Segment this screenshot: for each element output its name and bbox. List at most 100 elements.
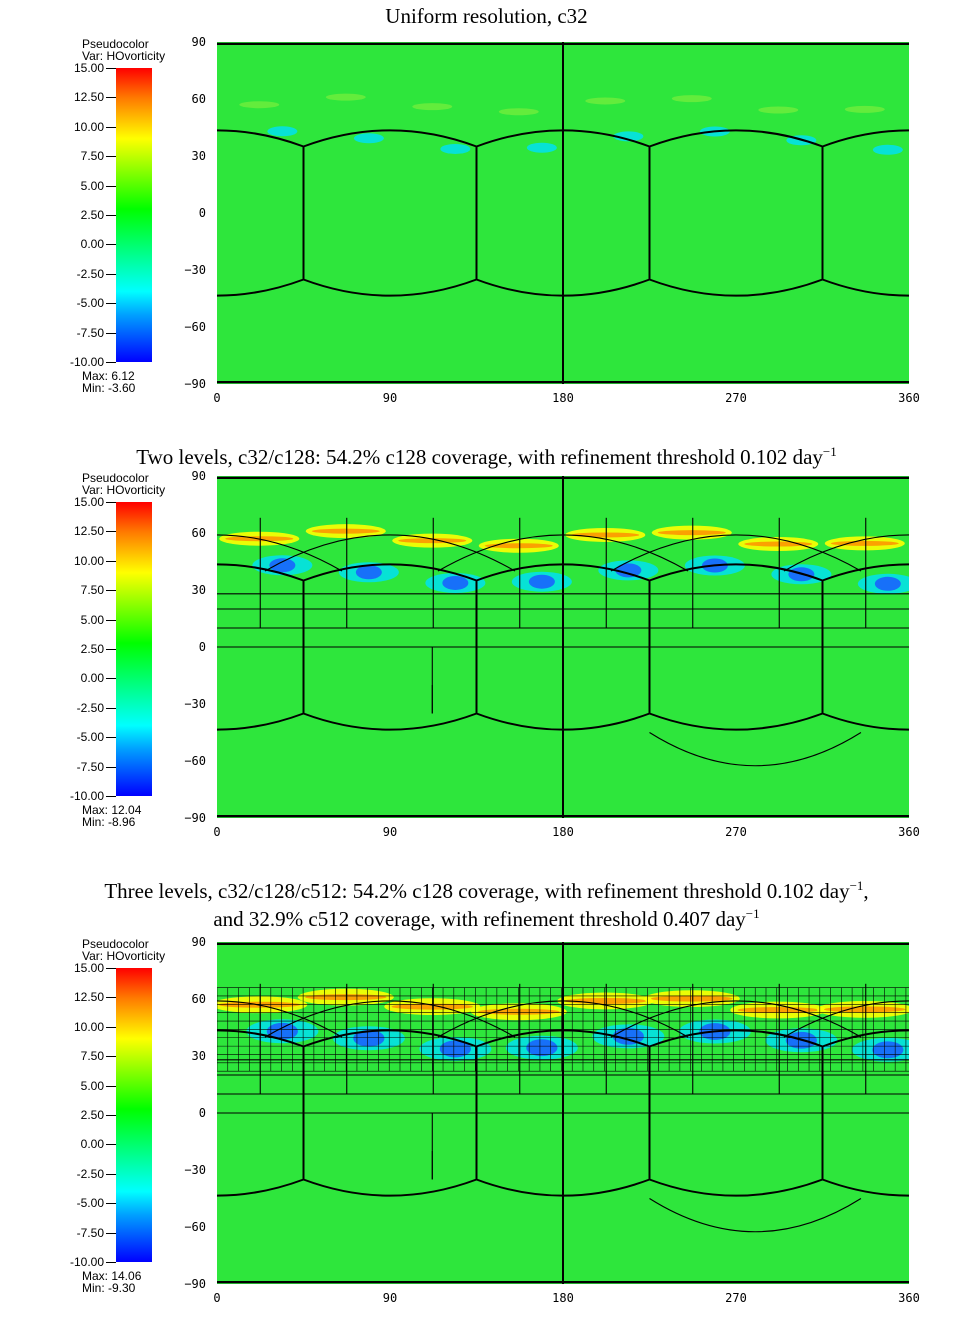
legend-tick bbox=[106, 1203, 116, 1205]
colorbar-legend: Pseudocolor Var: HOvorticity 15.00 12.50 10.… bbox=[0, 34, 185, 414]
legend-tick-label: 15.00 bbox=[73, 495, 104, 509]
legend-tick-label: 7.50 bbox=[80, 583, 104, 598]
y-tick-label: −60 bbox=[184, 320, 206, 334]
legend-variable: Var: HOvorticity bbox=[82, 949, 166, 963]
panel-3-title-line2: and 32.9% c512 coverage, with refinement… bbox=[213, 906, 760, 931]
legend-tick-label: -10.00 bbox=[69, 789, 104, 803]
legend-max: Max: 6.12 bbox=[82, 369, 135, 383]
legend-tick-label: -2.50 bbox=[76, 700, 104, 715]
panel-3: Pseudocolor Var: HOvorticity 15.00 12.50 10.… bbox=[0, 934, 973, 1334]
legend-tick-label: 12.50 bbox=[73, 524, 104, 539]
legend-tick-label: 5.00 bbox=[80, 1078, 104, 1093]
negative-vorticity-core bbox=[872, 1041, 904, 1059]
legend-tick bbox=[106, 1115, 116, 1116]
legend-tick bbox=[106, 1173, 116, 1175]
negative-vorticity-core bbox=[615, 563, 642, 578]
legend-tick-label: -7.50 bbox=[76, 1225, 104, 1240]
x-tick-label: 0 bbox=[213, 391, 221, 405]
legend-tick bbox=[106, 244, 116, 246]
panel-1: Pseudocolor Var: HOvorticity 15.00 12.50 10.… bbox=[0, 34, 973, 434]
positive-vorticity-band bbox=[758, 106, 799, 114]
legend-variable: Var: HOvorticity bbox=[82, 483, 166, 497]
legend-tick bbox=[106, 737, 116, 739]
y-tick-label: −30 bbox=[184, 1163, 206, 1177]
legend-tick-label: 0.00 bbox=[80, 1137, 104, 1152]
x-tick-label: 0 bbox=[213, 1291, 221, 1305]
y-tick-label: 30 bbox=[191, 583, 206, 597]
positive-vorticity-band bbox=[671, 95, 712, 103]
x-tick-label: 360 bbox=[898, 1291, 920, 1305]
legend-tick bbox=[106, 968, 116, 969]
y-tick-label: 0 bbox=[198, 640, 206, 654]
legend-tick bbox=[106, 649, 116, 650]
negative-vorticity-core bbox=[439, 1040, 471, 1058]
x-tick-label: 270 bbox=[725, 825, 747, 839]
positive-vorticity-core bbox=[657, 530, 726, 536]
y-tick-label: 60 bbox=[191, 992, 206, 1006]
legend-tick-label: 10.00 bbox=[73, 119, 104, 134]
legend-tick bbox=[106, 1262, 116, 1263]
legend-tick-label: 12.50 bbox=[73, 90, 104, 105]
y-tick-label: 0 bbox=[198, 206, 206, 220]
legend-tick-label: 10.00 bbox=[73, 553, 104, 568]
legend-tick bbox=[106, 590, 116, 592]
legend-min: Min: -3.60 bbox=[82, 381, 136, 395]
legend-tick-label: 2.50 bbox=[80, 642, 104, 656]
color-ramp bbox=[116, 502, 152, 796]
y-tick-label: −60 bbox=[184, 754, 206, 768]
y-tick-label: 30 bbox=[191, 1049, 206, 1063]
legend-min: Min: -8.96 bbox=[82, 815, 136, 829]
positive-vorticity-band bbox=[585, 97, 626, 105]
panel-2-title: Two levels, c32/c128: 54.2% c128 coverag… bbox=[136, 444, 837, 469]
x-tick-label: 90 bbox=[382, 825, 398, 839]
panel-1-title: Uniform resolution, c32 bbox=[385, 4, 588, 28]
vorticity-field bbox=[217, 42, 909, 384]
legend-tick-label: 15.00 bbox=[73, 61, 104, 75]
legend-tick-label: -10.00 bbox=[69, 1255, 104, 1269]
x-tick-label: 270 bbox=[725, 1291, 747, 1305]
legend-tick bbox=[106, 1232, 116, 1234]
x-tick-label: 180 bbox=[552, 1291, 574, 1305]
colorbar-legend: Pseudocolor Var: HOvorticity 15.00 12.50 10.… bbox=[0, 468, 185, 848]
legend-tick-label: -5.00 bbox=[76, 730, 104, 745]
refinement-level-3-grid bbox=[217, 987, 909, 1072]
positive-vorticity-core bbox=[650, 995, 733, 1002]
positive-vorticity-core bbox=[304, 994, 387, 1001]
y-tick-label: −30 bbox=[184, 697, 206, 711]
legend-tick-label: 7.50 bbox=[80, 1049, 104, 1064]
y-tick-label: 90 bbox=[191, 469, 206, 483]
refinement-level-2-grid bbox=[217, 517, 909, 767]
negative-vorticity-core bbox=[874, 576, 901, 591]
positive-vorticity-band bbox=[412, 103, 453, 111]
color-ramp bbox=[116, 68, 152, 362]
colorbar-legend: Pseudocolor Var: HOvorticity 15.00 12.50 10.… bbox=[0, 934, 185, 1314]
legend-tick-label: -2.50 bbox=[76, 266, 104, 281]
x-tick-label: 180 bbox=[552, 391, 574, 405]
positive-vorticity-band bbox=[325, 93, 366, 101]
vorticity-field bbox=[217, 942, 909, 1284]
y-tick-label: −60 bbox=[184, 1220, 206, 1234]
legend-tick bbox=[106, 126, 116, 128]
x-tick-label: 180 bbox=[552, 825, 574, 839]
legend-tick bbox=[106, 1026, 116, 1028]
positive-vorticity-core bbox=[484, 543, 553, 549]
legend-tick-label: 0.00 bbox=[80, 237, 104, 252]
y-tick-label: 30 bbox=[191, 149, 206, 163]
cubed-sphere-grid bbox=[217, 42, 909, 384]
x-tick-label: 0 bbox=[213, 825, 221, 839]
x-tick-label: 360 bbox=[898, 391, 920, 405]
negative-vorticity-core bbox=[266, 1022, 298, 1040]
legend-tick-label: 12.50 bbox=[73, 990, 104, 1005]
legend-tick bbox=[106, 707, 116, 709]
legend-tick bbox=[106, 531, 116, 533]
legend-tick bbox=[106, 303, 116, 305]
x-tick-label: 360 bbox=[898, 825, 920, 839]
vorticity-svg bbox=[217, 476, 909, 818]
legend-tick-label: -5.00 bbox=[76, 1196, 104, 1211]
positive-vorticity-core bbox=[823, 1006, 906, 1013]
vorticity-field bbox=[217, 476, 909, 818]
x-tick-label: 270 bbox=[725, 391, 747, 405]
positive-vorticity-band bbox=[844, 105, 885, 113]
panel-2: Pseudocolor Var: HOvorticity 15.00 12.50 10.… bbox=[0, 468, 973, 868]
negative-vorticity-eddy bbox=[613, 131, 644, 142]
